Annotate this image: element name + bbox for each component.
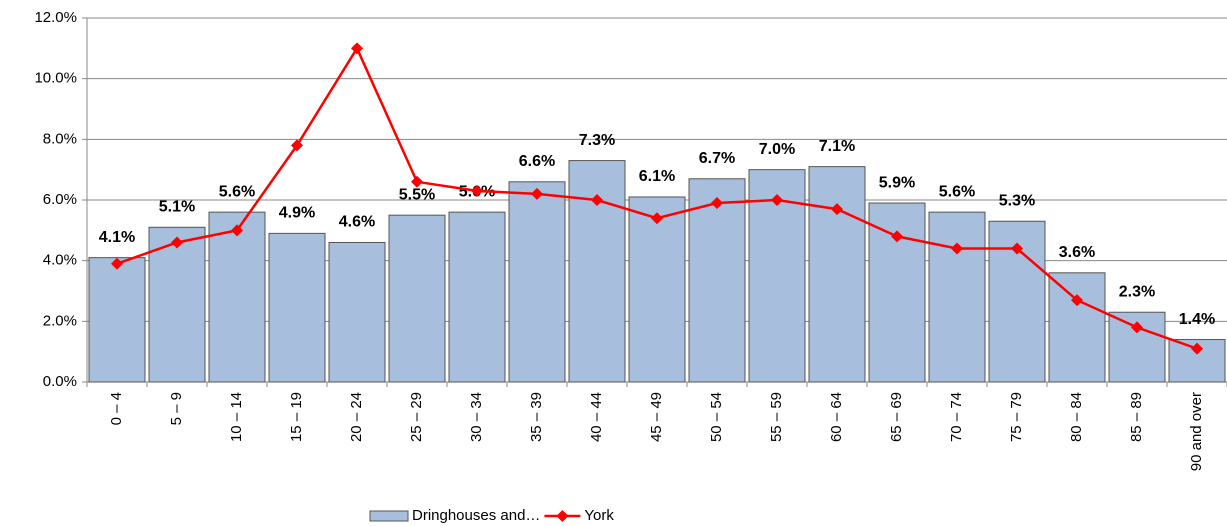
bar xyxy=(148,226,206,383)
x-tick-label: 60 – 64 xyxy=(828,392,845,442)
data-label: 1.4% xyxy=(1179,311,1215,328)
x-tick-label: 30 – 34 xyxy=(468,392,485,442)
line-marker xyxy=(951,242,963,255)
data-label: 5.1% xyxy=(159,199,195,216)
line-marker xyxy=(471,184,483,197)
bar xyxy=(508,181,566,383)
bar xyxy=(688,178,746,383)
x-tick-label: 65 – 69 xyxy=(888,392,905,442)
x-tick-label: 45 – 49 xyxy=(648,392,665,442)
bar xyxy=(328,241,386,383)
x-tick-label: 85 – 89 xyxy=(1128,392,1145,442)
x-tick-label: 80 – 84 xyxy=(1068,392,1085,442)
data-label: 5.5% xyxy=(399,186,435,203)
x-tick-label: 50 – 54 xyxy=(708,392,725,442)
bar xyxy=(628,196,686,383)
line-marker xyxy=(891,230,903,243)
x-tick-label: 35 – 39 xyxy=(528,392,545,442)
x-tick-label: 20 – 24 xyxy=(348,392,365,442)
bar xyxy=(928,211,986,383)
line-marker xyxy=(1011,242,1023,255)
x-tick-label: 25 – 29 xyxy=(408,392,425,442)
data-label: 4.9% xyxy=(279,205,315,222)
data-label: 7.1% xyxy=(819,138,855,155)
line-marker xyxy=(411,175,423,188)
data-label: 5.6% xyxy=(219,183,255,200)
bar xyxy=(388,214,446,383)
legend-swatch xyxy=(369,510,409,522)
x-tick-label: 10 – 14 xyxy=(228,392,245,442)
x-tick-label: 75 – 79 xyxy=(1008,392,1025,442)
data-label: 4.6% xyxy=(339,214,375,231)
data-label: 6.7% xyxy=(699,150,735,167)
data-label: 7.3% xyxy=(579,132,615,149)
x-tick-label: 90 and over xyxy=(1188,392,1205,471)
x-tick-label: 55 – 59 xyxy=(768,392,785,442)
y-tick-label: 6.0% xyxy=(43,191,77,208)
line-marker xyxy=(591,194,603,206)
y-tick-label: 12.0% xyxy=(34,9,77,26)
x-tick-label: 15 – 19 xyxy=(288,392,305,442)
y-tick-label: 10.0% xyxy=(34,70,77,87)
bar xyxy=(88,257,146,383)
bar xyxy=(208,211,266,383)
line-marker xyxy=(831,203,843,216)
x-tick-label: 40 – 44 xyxy=(588,392,605,442)
legend-label: Dringhouses and… xyxy=(412,507,540,524)
line-marker xyxy=(171,236,183,249)
data-label: 5.9% xyxy=(879,174,915,191)
line-marker xyxy=(1191,342,1203,355)
line-marker xyxy=(1071,294,1083,307)
line-marker xyxy=(1131,321,1143,334)
bar xyxy=(268,232,326,383)
bar xyxy=(448,211,506,383)
data-label: 7.0% xyxy=(759,141,795,158)
x-tick-label: 0 – 4 xyxy=(108,392,125,425)
data-label: 5.6% xyxy=(939,183,975,200)
legend-marker xyxy=(556,510,569,522)
data-label: 5.3% xyxy=(999,192,1035,209)
data-label: 6.1% xyxy=(639,168,675,185)
data-label: 6.6% xyxy=(519,153,555,170)
data-label: 3.6% xyxy=(1059,244,1095,261)
line-marker xyxy=(111,257,123,270)
bar xyxy=(808,166,866,383)
y-tick-label: 0.0% xyxy=(43,373,77,390)
bar xyxy=(568,160,626,383)
bar xyxy=(868,202,926,383)
y-tick-label: 8.0% xyxy=(43,130,77,147)
line-marker xyxy=(291,139,303,152)
y-tick-label: 4.0% xyxy=(43,252,77,269)
y-tick-label: 2.0% xyxy=(43,312,77,329)
line-marker xyxy=(651,212,663,225)
bar xyxy=(1048,272,1106,383)
x-tick-label: 5 – 9 xyxy=(168,392,185,425)
line-marker xyxy=(771,194,783,206)
data-label: 2.3% xyxy=(1119,283,1155,300)
line-marker xyxy=(351,42,363,55)
x-tick-label: 70 – 74 xyxy=(948,392,965,442)
legend-label: York xyxy=(584,507,614,524)
data-label: 4.1% xyxy=(99,229,135,246)
line-marker xyxy=(531,187,543,200)
line-marker xyxy=(711,197,723,210)
line-marker xyxy=(231,224,243,237)
